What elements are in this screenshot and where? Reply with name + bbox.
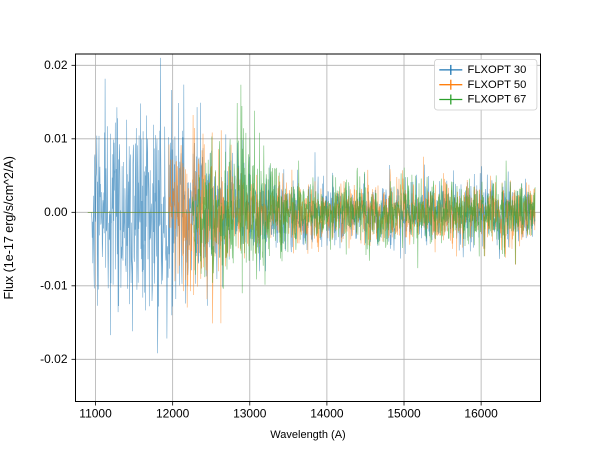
svg-text:13000: 13000: [233, 407, 267, 421]
svg-text:14000: 14000: [310, 407, 344, 421]
svg-text:0.01: 0.01: [44, 131, 68, 145]
svg-text:15000: 15000: [387, 407, 421, 421]
svg-text:Flux (1e-17 erg/s/cm^2/A): Flux (1e-17 erg/s/cm^2/A): [2, 156, 16, 299]
svg-text:-0.01: -0.01: [40, 278, 68, 292]
svg-text:16000: 16000: [464, 407, 498, 421]
svg-text:11000: 11000: [79, 407, 112, 421]
svg-text:FLXOPT 50: FLXOPT 50: [468, 79, 527, 91]
svg-text:FLXOPT 30: FLXOPT 30: [468, 64, 527, 76]
svg-text:0.02: 0.02: [44, 58, 68, 72]
svg-text:Wavelength (A): Wavelength (A): [270, 429, 345, 441]
svg-text:0.00: 0.00: [44, 205, 68, 219]
svg-text:FLXOPT 67: FLXOPT 67: [468, 94, 527, 106]
svg-text:-0.02: -0.02: [40, 352, 68, 366]
svg-text:12000: 12000: [156, 407, 190, 421]
